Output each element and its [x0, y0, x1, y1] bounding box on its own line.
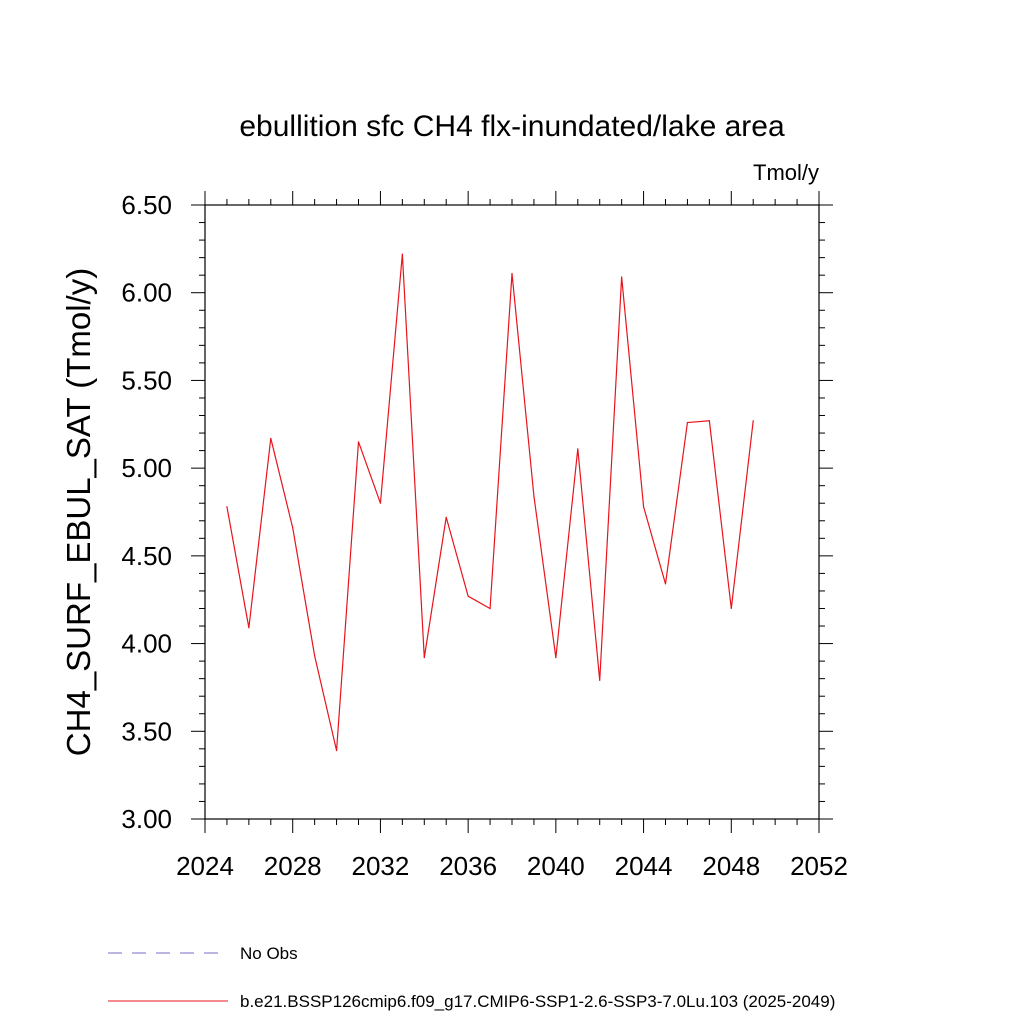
data-point [489, 607, 491, 610]
y-tick-label: 5.50 [121, 365, 172, 395]
y-tick-label: 3.00 [121, 804, 172, 834]
data-point [599, 679, 601, 682]
x-tick-label: 2044 [615, 851, 673, 881]
y-axis: 3.00 3.50 4.00 4.50 5.00 5.50 6.00 6.50 [121, 190, 833, 834]
data-point [686, 421, 689, 424]
data-point [708, 420, 710, 422]
data-point [467, 595, 469, 597]
y-tick-label: 6.00 [121, 278, 172, 308]
data-point [335, 749, 338, 752]
series-line-1 [226, 254, 754, 751]
plot-frame [204, 204, 820, 820]
data-point [642, 506, 645, 508]
legend: No Obs b.e21.BSSP126cmip6.f09_g17.CMIP6-… [108, 944, 835, 1011]
y-axis-label: CH4_SURF_EBUL_SAT (Tmol/y) [60, 268, 97, 756]
data-point [357, 441, 360, 443]
data-point [248, 627, 250, 629]
units-label: Tmol/y [753, 160, 819, 185]
legend-label-model-run: b.e21.BSSP126cmip6.f09_g17.CMIP6-SSP1-2.… [240, 992, 835, 1011]
x-axis: 2024 2028 2032 2036 2040 2044 2048 2052 [176, 191, 848, 881]
data-point [423, 657, 425, 659]
data-point [577, 448, 579, 450]
data-point [533, 495, 535, 497]
data-point [555, 657, 557, 659]
data-point [621, 276, 623, 278]
data-point [730, 607, 732, 610]
x-tick-label: 2028 [264, 851, 322, 881]
legend-label-no-obs: No Obs [240, 944, 298, 963]
y-tick-label: 6.50 [121, 190, 172, 220]
y-tick-label: 5.00 [121, 453, 172, 483]
data-point [314, 655, 316, 657]
x-tick-label: 2052 [790, 851, 848, 881]
data-point [226, 506, 228, 508]
data-point [270, 437, 272, 439]
data-series [226, 253, 754, 752]
x-tick-label: 2036 [439, 851, 497, 881]
data-point [401, 253, 403, 255]
data-point [292, 527, 294, 529]
x-tick-label: 2024 [176, 851, 234, 881]
data-point [511, 272, 513, 275]
data-point [379, 502, 382, 504]
data-point [664, 583, 667, 585]
data-point [445, 516, 447, 518]
chart-title: ebullition sfc CH4 flx-inundated/lake ar… [239, 110, 785, 143]
x-tick-label: 2040 [527, 851, 585, 881]
x-tick-label: 2048 [702, 851, 760, 881]
x-tick-label: 2032 [352, 851, 410, 881]
y-tick-label: 4.00 [121, 629, 172, 659]
y-tick-label: 4.50 [121, 541, 172, 571]
y-tick-label: 3.50 [121, 716, 172, 746]
data-point [752, 420, 754, 422]
